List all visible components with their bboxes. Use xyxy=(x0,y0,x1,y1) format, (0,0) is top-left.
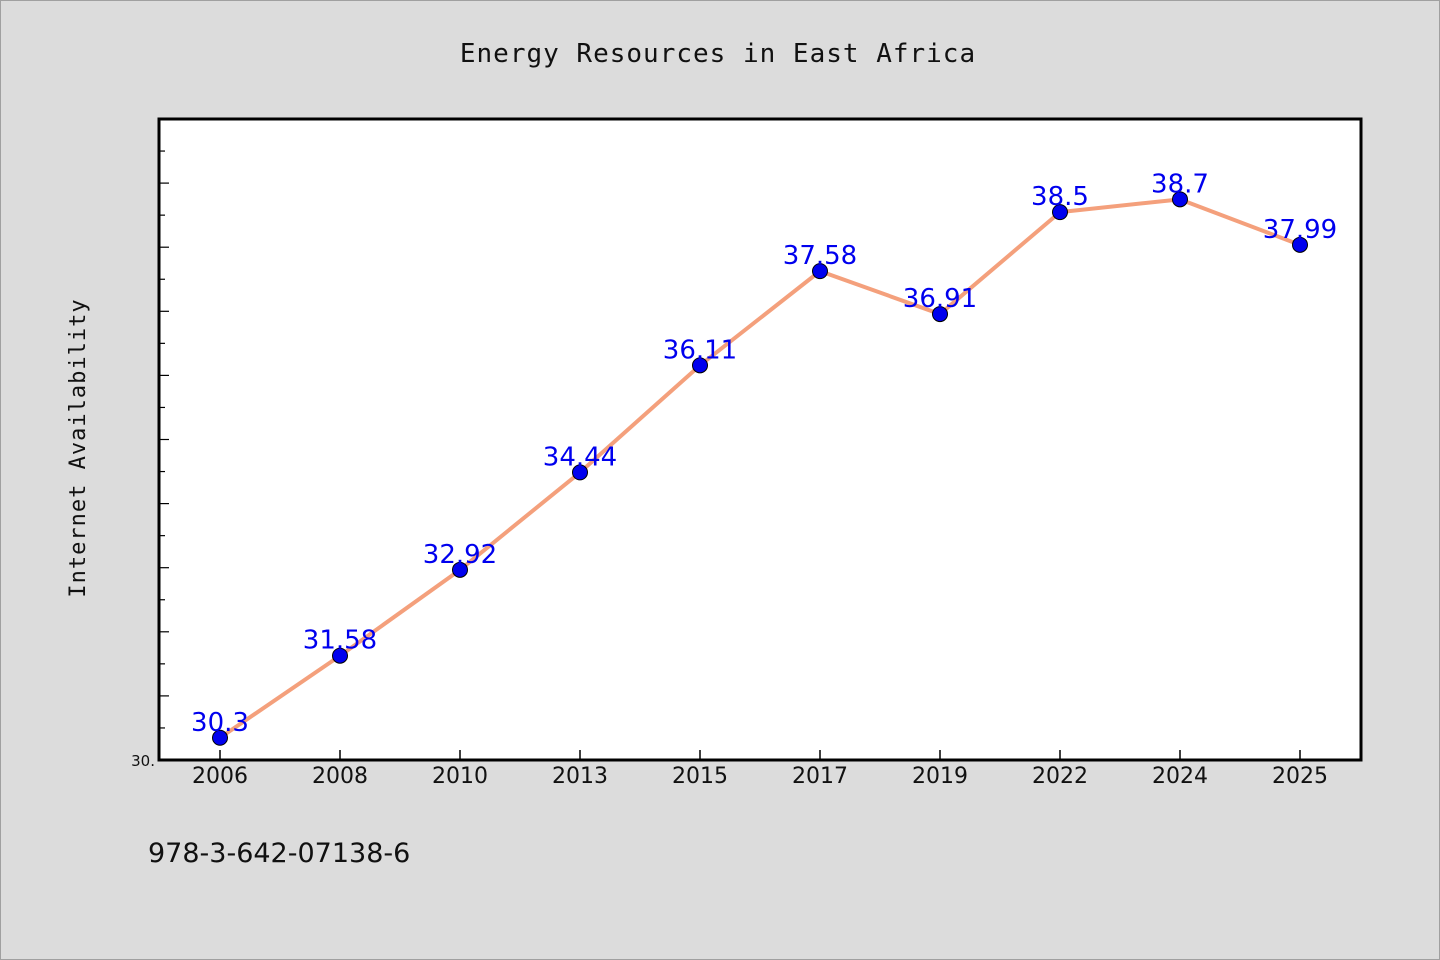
x-tick-label: 2017 xyxy=(792,764,848,789)
data-label: 34.44 xyxy=(543,442,617,472)
y-axis-label: Internet Availability xyxy=(66,298,91,597)
data-point xyxy=(1052,204,1068,221)
markers-group xyxy=(212,191,1308,746)
data-label: 30.3 xyxy=(191,708,249,738)
data-point xyxy=(332,647,348,664)
x-tick-label: 2022 xyxy=(1032,764,1088,789)
footer-isbn: 978-3-642-07138-6 xyxy=(148,838,410,869)
x-tick-label: 2015 xyxy=(672,764,728,789)
data-point xyxy=(932,306,948,323)
series-line xyxy=(218,197,1301,740)
x-axis: 2006 2008 2010 2013 2015 2017 2019 2022 2024 2025 xyxy=(192,750,1328,789)
data-label: 36.11 xyxy=(663,335,737,365)
data-point xyxy=(572,464,588,481)
x-tick-label: 2019 xyxy=(912,764,968,789)
data-point xyxy=(452,561,468,578)
x-tick-label: 2010 xyxy=(432,764,488,789)
data-labels-group: 30.3 31.58 32.92 34.44 36.11 37.58 36.91 38.5 38… xyxy=(191,169,1337,737)
data-point xyxy=(212,729,228,746)
data-label: 38.7 xyxy=(1151,169,1209,199)
chart-title: Energy Resources in East Africa xyxy=(460,39,976,69)
data-point xyxy=(812,263,828,280)
y-axis-ticks xyxy=(159,150,169,761)
x-tick-label: 2024 xyxy=(1152,764,1208,789)
data-label: 37.99 xyxy=(1263,215,1337,245)
data-label: 32.92 xyxy=(423,540,497,570)
plot-area xyxy=(157,117,1363,762)
data-label: 36.91 xyxy=(903,284,977,314)
x-tick-label: 2008 xyxy=(312,764,368,789)
data-label: 38.5 xyxy=(1031,182,1089,212)
x-tick-label: 2006 xyxy=(192,764,248,789)
data-point xyxy=(1292,236,1308,253)
x-tick-label: 2025 xyxy=(1272,764,1328,789)
data-point xyxy=(1172,191,1188,208)
x-tick-label: 2013 xyxy=(552,764,608,789)
data-label: 31.58 xyxy=(303,626,377,656)
data-label: 37.58 xyxy=(783,241,857,271)
y-tick-label: 30. xyxy=(131,752,155,770)
data-point xyxy=(692,357,708,374)
series-line-group xyxy=(218,197,1301,740)
